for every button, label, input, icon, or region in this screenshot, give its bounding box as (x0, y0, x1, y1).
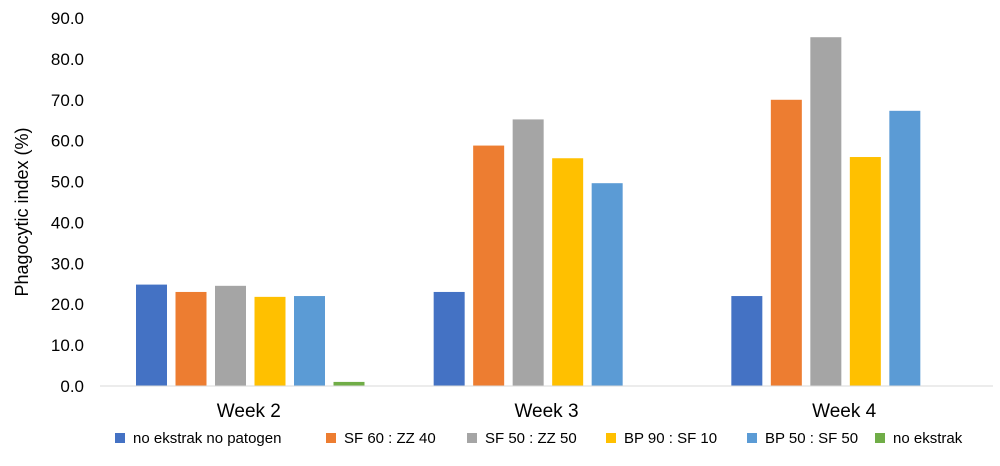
bar (512, 119, 544, 386)
legend-item: BP 50 : SF 50 (747, 430, 858, 447)
bar (849, 157, 881, 386)
bar (136, 284, 167, 386)
legend: no ekstrak no patogen SF 60 : ZZ 40 SF 50 … (115, 430, 963, 447)
legend-swatch (467, 433, 477, 443)
legend-label: BP 50 : SF 50 (765, 430, 858, 447)
bar (552, 158, 584, 386)
x-category-label: Week 3 (514, 401, 578, 422)
bar (215, 285, 246, 386)
bar (889, 110, 921, 386)
y-tick-label: 40.0 (51, 213, 84, 232)
legend-swatch (747, 433, 757, 443)
bar (810, 37, 842, 387)
legend-item: no ekstrak (875, 430, 963, 447)
bar (770, 99, 802, 387)
legend-item: no ekstrak no patogen (115, 430, 281, 447)
bars (136, 37, 921, 387)
x-category-label: Week 2 (217, 401, 281, 422)
legend-label: no ekstrak no patogen (133, 430, 281, 447)
y-axis-ticks: 0.0 10.0 20.0 30.0 40.0 50.0 60.0 70.0 80.0 90.0 (51, 9, 84, 396)
y-axis-title: Phagocytic index (%) (12, 127, 32, 296)
legend-swatch (326, 433, 336, 443)
y-tick-label: 30.0 (51, 254, 84, 273)
bar (433, 291, 465, 386)
legend-item: BP 90 : SF 10 (606, 430, 717, 447)
y-tick-label: 90.0 (51, 9, 84, 28)
y-tick-label: 60.0 (51, 132, 84, 151)
legend-swatch (115, 433, 125, 443)
legend-swatch (875, 433, 885, 443)
legend-label: SF 60 : ZZ 40 (344, 430, 436, 447)
bar (333, 381, 365, 386)
bar (175, 291, 207, 386)
x-category-label: Week 4 (812, 401, 877, 422)
y-tick-label: 50.0 (51, 173, 84, 192)
bar (473, 145, 505, 386)
legend-label: no ekstrak (893, 430, 963, 447)
y-tick-label: 10.0 (51, 336, 84, 355)
legend-item: SF 60 : ZZ 40 (326, 430, 436, 447)
y-tick-label: 80.0 (51, 50, 84, 69)
legend-swatch (606, 433, 616, 443)
bar (591, 183, 623, 386)
y-tick-label: 70.0 (51, 91, 84, 110)
x-axis-categories: Week 2 Week 3 Week 4 (217, 401, 877, 422)
bar (254, 296, 286, 386)
y-tick-label: 20.0 (51, 295, 84, 314)
bar (294, 296, 325, 386)
legend-item: SF 50 : ZZ 50 (467, 430, 577, 447)
legend-label: SF 50 : ZZ 50 (485, 430, 577, 447)
bar (731, 296, 763, 386)
legend-label: BP 90 : SF 10 (624, 430, 717, 447)
y-tick-label: 0.0 (60, 377, 84, 396)
